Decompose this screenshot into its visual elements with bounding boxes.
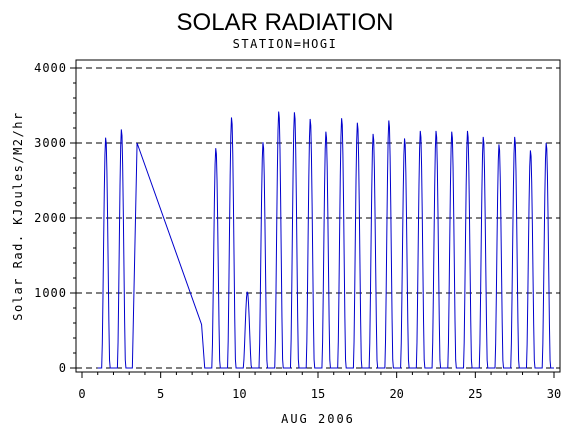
solar-radiation-line: [97, 111, 554, 369]
chart-subtitle: STATION=HOGI: [233, 37, 338, 51]
y-tick-label-4000: 4000: [34, 61, 67, 75]
grid-lines: [76, 67, 560, 369]
x-tick-label-0: 0: [78, 387, 85, 401]
y-axis-label: Solar Rad. KJoules/M2/hr: [11, 111, 25, 320]
x-axis: 0 5 10 15 20 25 30: [78, 372, 561, 401]
chart-title: SOLAR RADIATION: [177, 9, 394, 36]
x-tick-label-25: 25: [468, 387, 482, 401]
plot-frame: [75, 59, 561, 373]
x-tick-label-15: 15: [311, 387, 325, 401]
y-tick-label-3000: 3000: [34, 136, 67, 150]
y-tick-label-1000: 1000: [34, 286, 67, 300]
x-axis-label: AUG 2006: [281, 412, 355, 426]
x-tick-label-20: 20: [389, 387, 403, 401]
y-tick-label-2000: 2000: [34, 211, 67, 225]
y-axis: 0 1000 2000 3000 4000: [34, 61, 76, 375]
x-tick-label-30: 30: [547, 387, 561, 401]
x-tick-label-10: 10: [232, 387, 246, 401]
y-tick-label-0: 0: [59, 361, 67, 375]
x-tick-label-5: 5: [157, 387, 164, 401]
